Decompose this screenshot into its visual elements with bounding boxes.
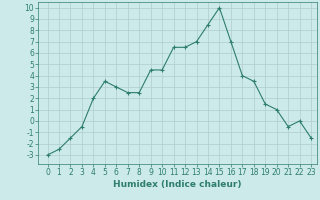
X-axis label: Humidex (Indice chaleur): Humidex (Indice chaleur)	[113, 180, 242, 189]
